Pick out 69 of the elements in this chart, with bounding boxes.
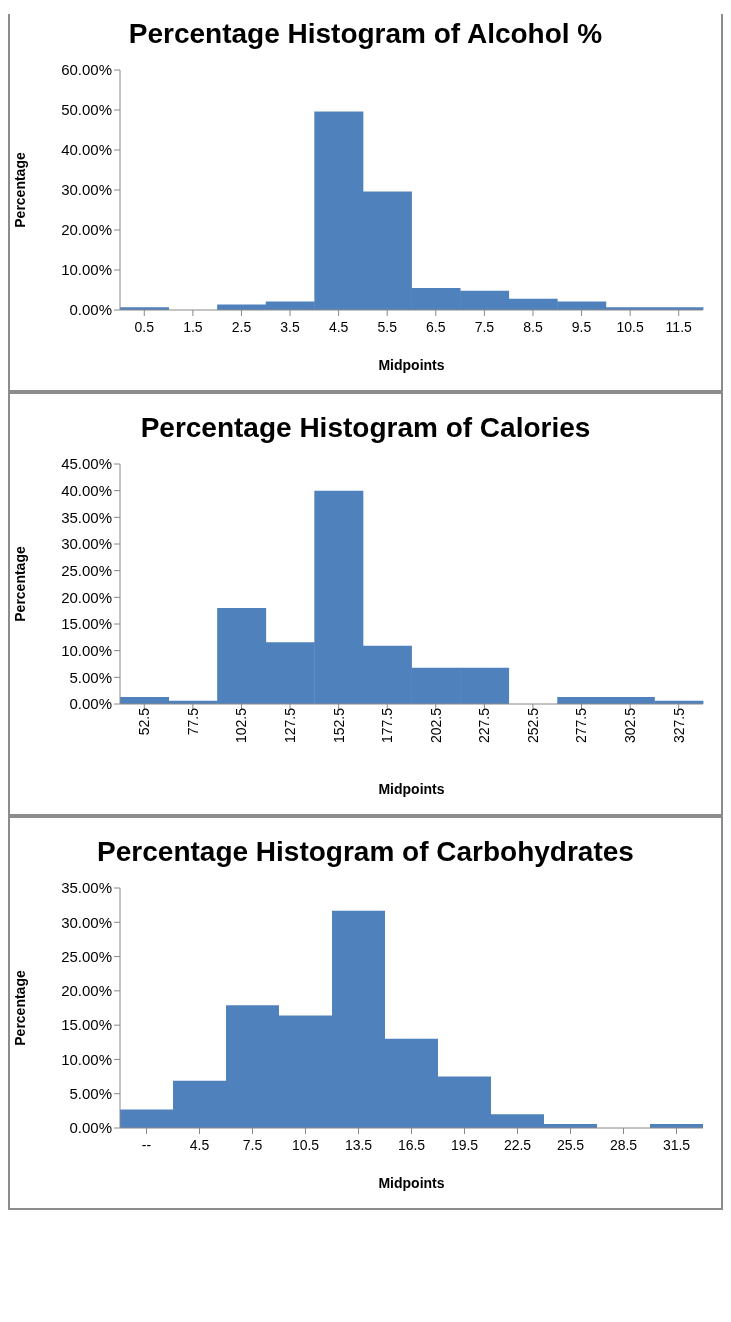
x-tick-label: --	[141, 1136, 152, 1153]
x-tick-label: 28.5	[609, 1136, 638, 1153]
x-tick-label: 0.5	[134, 318, 155, 335]
x-tick-label: 16.5	[397, 1136, 426, 1153]
chart-title: Percentage Histogram of Calories	[139, 411, 592, 445]
x-tick-label: 177.5	[379, 707, 396, 744]
y-tick-label: 45.00%	[61, 455, 112, 473]
x-tick-label: 10.5	[616, 318, 644, 335]
y-tick-label: 35.00%	[61, 879, 112, 897]
x-tick-label: 77.5	[184, 707, 201, 736]
x-tick-label: 202.5	[427, 707, 444, 744]
x-tick-label: 5.5	[377, 318, 398, 335]
x-tick-label: 6.5	[426, 318, 446, 335]
y-tick-label: 0.00%	[69, 695, 112, 713]
x-tick-label: 13.5	[344, 1136, 373, 1153]
x-tick-label: 9.5	[571, 318, 592, 335]
x-tick-label: 3.5	[280, 318, 300, 335]
y-tick-label: 10.00%	[61, 1050, 112, 1068]
y-tick-label: 30.00%	[61, 913, 112, 931]
y-axis-title: Percentage	[11, 546, 28, 622]
y-tick-label: 30.00%	[61, 535, 112, 553]
y-tick-label: 20.00%	[61, 982, 112, 1000]
y-tick-label: 35.00%	[61, 508, 112, 526]
x-tick-label: 25.5	[556, 1136, 585, 1153]
y-tick-label: 15.00%	[61, 615, 112, 633]
x-tick-label: 8.5	[523, 318, 543, 335]
x-axis-title: Midpoints	[378, 781, 445, 797]
y-axis-title: Percentage	[11, 970, 28, 1046]
x-tick-label: 7.5	[242, 1136, 263, 1153]
y-tick-label: 20.00%	[61, 221, 112, 239]
y-tick-label: 60.00%	[61, 61, 112, 79]
y-tick-label: 40.00%	[61, 141, 112, 159]
x-axis-title: Midpoints	[378, 357, 445, 373]
x-tick-label: 302.5	[622, 707, 639, 744]
x-tick-label: 2.5	[231, 318, 252, 335]
y-tick-label: 0.00%	[69, 301, 112, 319]
x-tick-label: 19.5	[450, 1136, 479, 1153]
y-axis-title: Percentage	[11, 152, 28, 228]
x-tick-label: 7.5	[474, 318, 495, 335]
y-tick-label: 25.00%	[61, 561, 112, 579]
x-tick-label: 227.5	[476, 707, 493, 744]
chart-title: Percentage Histogram of Carbohydrates	[96, 835, 635, 869]
x-tick-label: 11.5	[665, 318, 693, 335]
y-tick-label: 20.00%	[61, 588, 112, 606]
y-tick-label: 10.00%	[61, 641, 112, 659]
y-tick-label: 0.00%	[69, 1119, 112, 1137]
x-tick-label: 4.5	[189, 1136, 210, 1153]
y-tick-label: 30.00%	[61, 181, 112, 199]
x-tick-label: 22.5	[503, 1136, 532, 1153]
y-tick-label: 40.00%	[61, 481, 112, 499]
y-tick-label: 15.00%	[61, 1016, 112, 1034]
y-tick-label: 5.00%	[69, 668, 112, 686]
chart-title: Percentage Histogram of Alcohol %	[127, 17, 604, 51]
x-tick-label: 327.5	[670, 707, 687, 744]
x-tick-label: 152.5	[330, 707, 347, 744]
y-tick-label: 25.00%	[61, 947, 112, 965]
y-tick-label: 5.00%	[69, 1085, 112, 1103]
x-tick-label: 52.5	[136, 707, 153, 736]
x-tick-label: 277.5	[573, 707, 590, 744]
x-tick-label: 127.5	[281, 707, 298, 744]
x-tick-label: 1.5	[183, 318, 203, 335]
x-tick-label: 252.5	[524, 707, 541, 744]
y-tick-label: 50.00%	[61, 101, 112, 119]
x-axis-title: Midpoints	[378, 1175, 445, 1191]
x-tick-label: 102.5	[233, 707, 250, 744]
x-tick-label: 4.5	[328, 318, 349, 335]
x-tick-label: 10.5	[291, 1136, 320, 1153]
x-tick-label: 31.5	[662, 1136, 691, 1153]
y-tick-label: 10.00%	[61, 261, 112, 279]
